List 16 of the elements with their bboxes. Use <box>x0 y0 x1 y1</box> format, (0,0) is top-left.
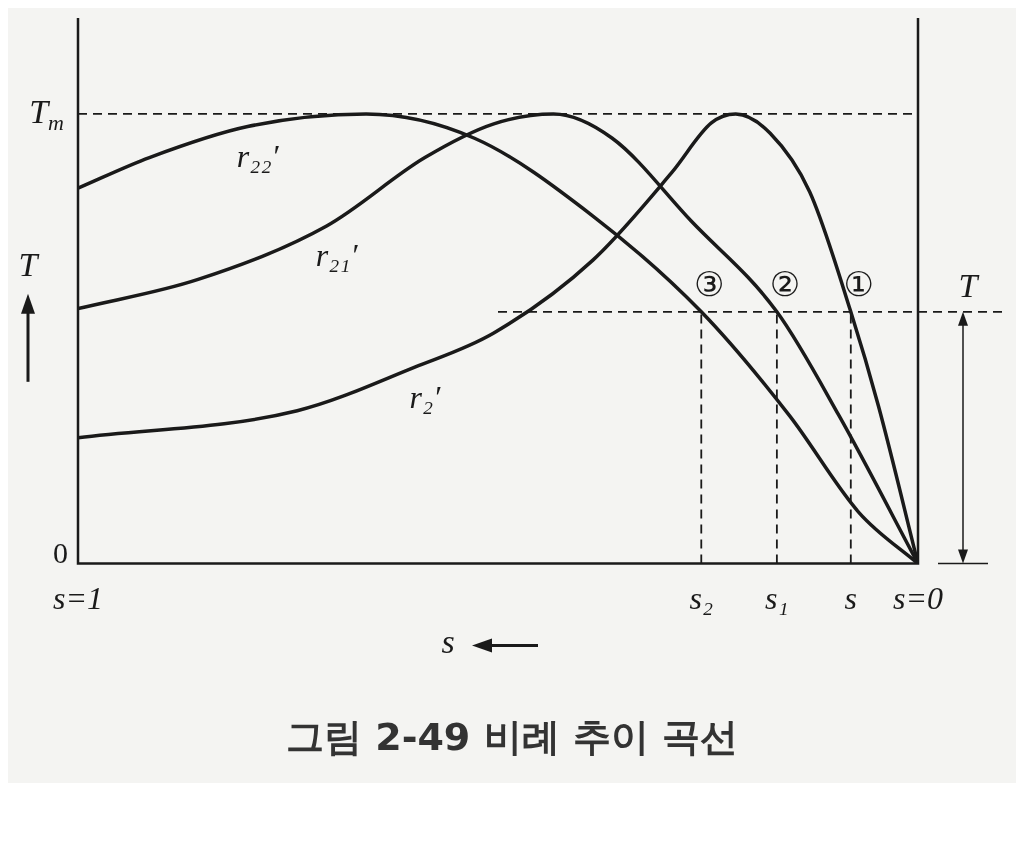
ref-line-label: T <box>958 266 980 304</box>
x-tick-label: s=1 <box>52 580 104 617</box>
x-axis-title: s <box>441 622 455 660</box>
annotation: ② <box>769 263 801 304</box>
series-label: r₂′ <box>409 378 442 415</box>
x-tick-label: s=0 <box>892 580 944 617</box>
series-label: r₂₁′ <box>315 237 359 274</box>
x-tick-label: s₁ <box>765 580 789 617</box>
y-axis-title: T <box>18 245 40 283</box>
series-label: r₂₂′ <box>236 137 280 174</box>
annotation: ① <box>843 263 875 304</box>
text: 그림 2-49 비례 추이 곡선 <box>285 714 739 761</box>
annotation: ③ <box>694 263 725 304</box>
x-tick-label: s₂ <box>689 580 714 617</box>
x-tick-label: s <box>844 580 858 617</box>
text: 0 <box>53 536 68 570</box>
